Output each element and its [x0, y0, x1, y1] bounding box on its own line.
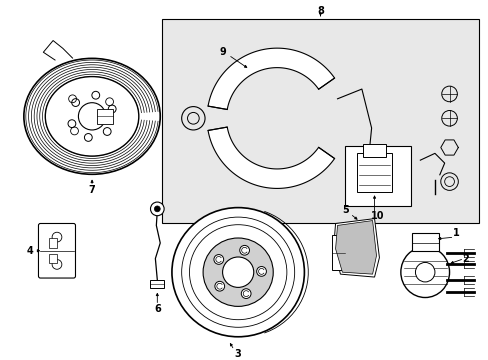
Bar — [345, 145, 410, 206]
Polygon shape — [335, 221, 376, 274]
Bar — [362, 144, 386, 157]
Bar — [97, 109, 112, 124]
Ellipse shape — [203, 238, 273, 306]
Polygon shape — [333, 219, 379, 277]
Text: 2: 2 — [462, 253, 468, 264]
Polygon shape — [207, 127, 334, 188]
Ellipse shape — [400, 247, 448, 297]
Text: 10: 10 — [370, 211, 384, 221]
Circle shape — [213, 255, 223, 264]
Text: 3: 3 — [234, 349, 241, 359]
Bar — [356, 153, 391, 192]
Ellipse shape — [45, 77, 139, 156]
Bar — [162, 19, 478, 224]
Bar — [331, 235, 345, 270]
Text: 9: 9 — [219, 47, 225, 57]
Circle shape — [154, 206, 160, 212]
Bar — [411, 233, 438, 251]
Text: 8: 8 — [316, 6, 323, 16]
Bar — [49, 238, 57, 248]
Text: 6: 6 — [154, 304, 161, 314]
Text: 4: 4 — [26, 246, 33, 256]
Polygon shape — [207, 48, 334, 109]
Ellipse shape — [222, 257, 253, 287]
Text: 5: 5 — [341, 205, 348, 215]
Circle shape — [214, 282, 224, 291]
Ellipse shape — [172, 208, 304, 337]
Bar — [150, 280, 164, 288]
FancyBboxPatch shape — [39, 224, 75, 278]
Bar — [49, 254, 57, 264]
Circle shape — [239, 246, 249, 255]
Text: 1: 1 — [452, 228, 459, 238]
Circle shape — [415, 262, 434, 282]
Circle shape — [256, 266, 266, 276]
Text: 7: 7 — [88, 185, 95, 195]
Circle shape — [241, 289, 250, 298]
Circle shape — [150, 202, 164, 216]
